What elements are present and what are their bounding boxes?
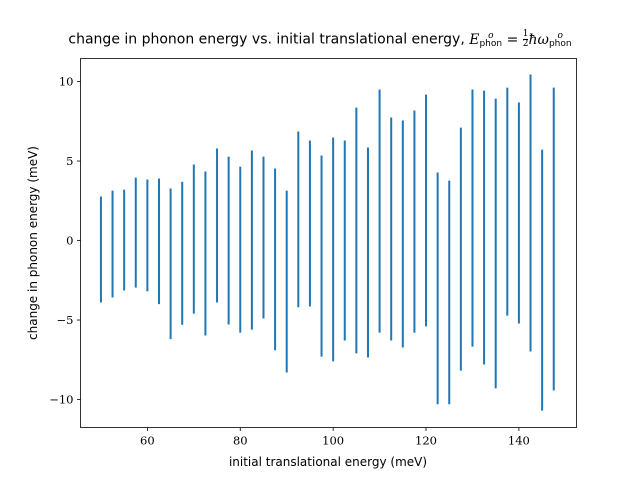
x-ticks: 60 80 100 120 140 (140, 427, 530, 448)
y-tick-label: −5 (57, 313, 74, 327)
y-tick-label: 5 (66, 154, 73, 168)
x-tick-label: 140 (508, 434, 530, 448)
y-ticks: −10 −5 0 5 10 (49, 75, 81, 407)
data-lines (99, 74, 555, 411)
chart-title-text: change in phonon energy vs. initial tran… (68, 31, 465, 48)
y-tick-label: −10 (49, 393, 73, 407)
axes-frame (80, 58, 577, 428)
math-symbol-e: E (469, 31, 480, 48)
frac-num: 1 (522, 29, 529, 40)
x-tick-label: 100 (322, 434, 344, 448)
chart-title: change in phonon energy vs. initial tran… (0, 30, 640, 49)
math-sub-2: phon (548, 38, 572, 49)
y-axis-label: change in phonon energy (meV) (26, 146, 40, 340)
x-tick-label: 60 (140, 434, 155, 448)
x-tick-label: 120 (415, 434, 437, 448)
y-tick-label: 10 (59, 75, 74, 89)
math-sub: phon (479, 38, 503, 49)
math-equals: = (506, 31, 519, 48)
y-tick-label: 0 (66, 234, 73, 248)
math-hbar: ħ (528, 31, 538, 48)
math-omega: ω (537, 31, 549, 48)
math-sup-2: o (557, 30, 563, 41)
x-axis-label: initial translational energy (meV) (229, 455, 427, 469)
frac-den: 2 (522, 39, 529, 49)
math-sup: o (488, 30, 494, 41)
x-tick-label: 80 (233, 434, 248, 448)
